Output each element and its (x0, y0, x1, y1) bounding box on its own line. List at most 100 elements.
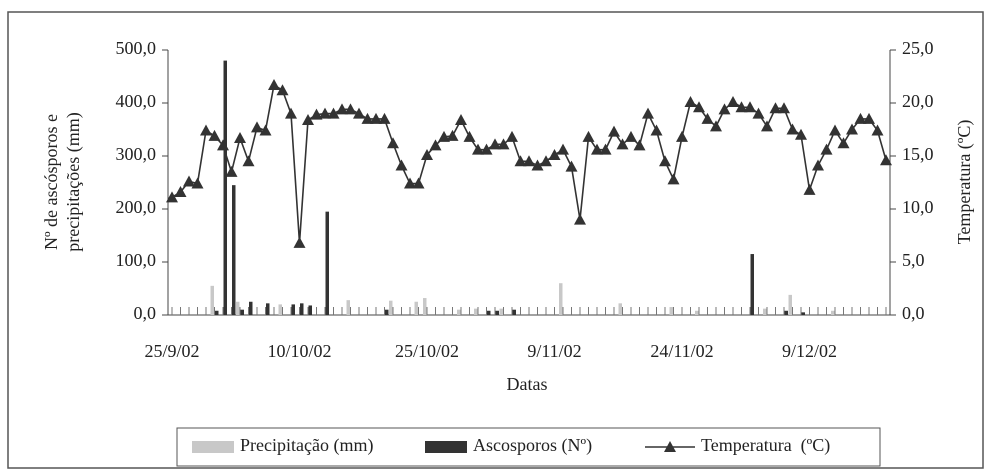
temperature-marker (191, 177, 204, 189)
y2-tick-label: 15,0 (902, 144, 934, 164)
bar (291, 304, 295, 315)
x-tick-label: 24/11/02 (650, 341, 713, 361)
temperature-marker (310, 108, 323, 120)
temperature-marker (829, 124, 841, 136)
temperature-marker (276, 84, 289, 96)
temperature-marker (242, 155, 255, 167)
temperature-marker (344, 103, 357, 115)
y-tick-label: 300,0 (116, 144, 157, 164)
temperature-marker (234, 131, 246, 143)
temperature-marker (693, 101, 705, 113)
bar (457, 309, 461, 315)
temperature-marker (633, 139, 646, 151)
y2-tick-label: 5,0 (902, 250, 925, 270)
legend-marker (664, 441, 676, 452)
temperature-marker (251, 121, 263, 133)
temperature-marker (863, 112, 875, 124)
bar (266, 303, 270, 315)
temperature-marker (395, 159, 408, 171)
x-tick-label: 10/10/02 (267, 341, 331, 361)
temperature-marker (514, 155, 527, 167)
temperature-marker (608, 125, 620, 137)
temperature-marker (591, 143, 603, 155)
bar (512, 309, 516, 315)
x-axis-label: Datas (507, 374, 548, 394)
bar (278, 304, 282, 315)
bar (559, 283, 563, 315)
y-axis-label: Nº de ascósporos e precipitações (mm) (41, 112, 83, 252)
temperature-marker (497, 138, 510, 150)
bar (389, 300, 393, 315)
temperature-marker (225, 165, 238, 177)
bar (474, 308, 478, 315)
y-tick-label: 500,0 (116, 38, 157, 58)
temperature-marker (735, 101, 748, 113)
temperature-marker (183, 175, 195, 187)
temperature-marker (208, 129, 221, 141)
bar (695, 310, 699, 315)
temperature-marker (268, 78, 280, 90)
bar (232, 185, 236, 315)
temperature-marker (803, 183, 816, 195)
temperature-marker (293, 236, 306, 248)
frame (7, 11, 984, 469)
temperature-marker (837, 137, 850, 149)
temperature-marker (582, 130, 595, 142)
y2-tick-label: 0,0 (902, 303, 925, 323)
legend-box (176, 427, 881, 467)
temperature-marker (616, 138, 629, 150)
temperature-marker (650, 124, 663, 136)
temperature-marker (846, 123, 858, 135)
bar (223, 60, 227, 315)
legend-label: Temperatura (ºC) (701, 435, 830, 456)
temperature-marker (667, 173, 680, 185)
temperature-marker (786, 123, 799, 135)
temperature-marker (378, 112, 391, 124)
temperature-marker (336, 103, 348, 115)
temperature-marker (302, 113, 314, 125)
temperature-marker (259, 124, 272, 136)
bar (495, 310, 499, 315)
bar (499, 308, 503, 315)
temperature-marker (727, 95, 739, 107)
y-tick-label: 0,0 (134, 303, 157, 323)
temperature-marker (421, 148, 433, 160)
temperature-marker (778, 102, 790, 114)
bar (414, 301, 418, 315)
temperature-marker (769, 102, 782, 114)
legend-label: Precipitação (mm) (240, 435, 373, 456)
temperature-marker (217, 139, 229, 151)
temperature-marker (404, 177, 416, 189)
bar (249, 301, 253, 315)
temperature-marker (489, 138, 501, 150)
bar (325, 211, 329, 315)
x-tick-label: 9/11/02 (527, 341, 581, 361)
temperature-marker (684, 95, 697, 107)
temperature-marker (871, 124, 884, 136)
bar (240, 309, 244, 315)
temperature-marker (642, 107, 654, 119)
x-tick-label: 9/12/02 (782, 341, 837, 361)
y-tick-label: 100,0 (116, 250, 157, 270)
temperature-marker (540, 155, 552, 167)
y-tick-label: 200,0 (116, 197, 157, 217)
temperature-marker (412, 177, 425, 189)
bar (788, 294, 792, 315)
temperature-marker (761, 120, 773, 132)
temperature-marker (361, 112, 374, 124)
temperature-marker (166, 191, 178, 203)
temperature-marker (599, 143, 612, 155)
y-tick-label: 400,0 (116, 91, 157, 111)
bar (210, 285, 214, 315)
temperature-marker (174, 186, 187, 198)
bar (385, 309, 389, 315)
temperature-marker (438, 130, 450, 142)
x-tick-label: 25/10/02 (395, 341, 459, 361)
temperature-marker (463, 130, 476, 142)
bar (763, 308, 767, 315)
temperature-marker (480, 143, 493, 155)
bar (487, 310, 491, 315)
temperature-marker (625, 130, 637, 142)
